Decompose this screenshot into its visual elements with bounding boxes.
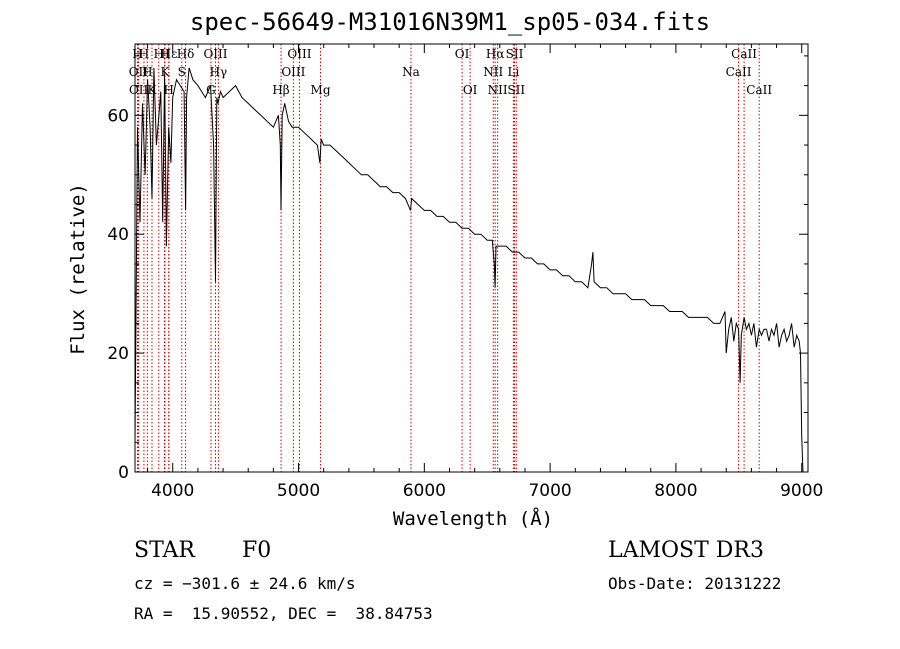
line-label: Hβ (272, 83, 289, 97)
line-label: OII (129, 83, 149, 97)
emission-line-markers (137, 44, 760, 472)
line-label: SII (506, 47, 524, 61)
line-label: Hα (486, 47, 505, 61)
y-tick-label: 40 (107, 225, 129, 245)
line-label: OIII (281, 65, 305, 79)
observation-date: Obs-Date: 20131222 (608, 574, 782, 593)
y-tick-label: 60 (107, 106, 129, 126)
line-label: Mg (311, 83, 331, 97)
x-tick-label: 7000 (528, 481, 571, 501)
line-label: H (159, 47, 169, 61)
line-label: H (154, 47, 164, 61)
line-label: H (139, 47, 149, 61)
line-label: NII (483, 65, 503, 79)
x-tick-label: 4000 (151, 481, 194, 501)
y-tick-label: 0 (118, 463, 129, 483)
line-label: S (178, 65, 186, 79)
line-label: OIII (287, 47, 311, 61)
line-label: OIII (203, 47, 227, 61)
redshift-velocity: cz = −301.6 ± 24.6 km/s (134, 574, 356, 593)
line-label: OI (463, 83, 478, 97)
spectrum-line (134, 67, 805, 473)
line-label: H (132, 47, 142, 61)
y-tick-label: 20 (107, 344, 129, 364)
line-label: Li (507, 65, 519, 79)
x-tick-label: 6000 (403, 481, 446, 501)
line-label: H (163, 83, 173, 97)
spectrum-series (134, 67, 805, 473)
line-label: OII (129, 65, 149, 79)
line-label: Hγ (210, 65, 228, 79)
line-label: SII (507, 83, 525, 97)
object-type: STAR (134, 538, 195, 563)
survey-name: LAMOST DR3 (608, 538, 764, 563)
line-label: K (147, 83, 157, 97)
chart-title: spec-56649-M31016N39M1_sp05-034.fits (189, 8, 711, 36)
line-label: CaII (731, 47, 757, 61)
line-label: H (142, 65, 152, 79)
emission-line-labels: HOIIOIIHHKHHKHHεSHδGOIIIHγHβOIIIOIIIMgNa… (129, 47, 773, 97)
y-axis-label: Flux (relative) (67, 183, 89, 355)
line-label: Hε (161, 47, 178, 61)
line-label: Hδ (177, 47, 195, 61)
plot-frame (134, 43, 809, 473)
line-label: CaII (726, 65, 752, 79)
spectral-subclass: F0 (242, 538, 272, 563)
line-label: CaII (746, 83, 772, 97)
x-tick-label: 8000 (654, 481, 697, 501)
x-tick-label: 5000 (277, 481, 320, 501)
x-axis-label: Wavelength (Å) (392, 508, 554, 530)
coordinates: RA = 15.90552, DEC = 38.84753 (134, 604, 433, 623)
line-label: K (160, 65, 170, 79)
line-label: Na (402, 65, 420, 79)
line-label: OI (455, 47, 470, 61)
line-label: NII (488, 83, 508, 97)
axis-ticks: 4000 5000 6000 7000 8000 9000 0 20 40 60 (107, 44, 823, 501)
x-tick-label: 9000 (780, 481, 823, 501)
